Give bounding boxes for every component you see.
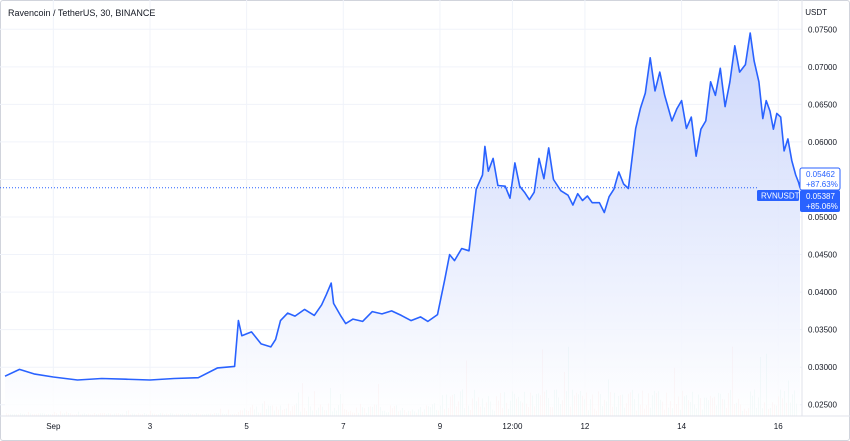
last-price-badge: 0.05462 +87.63% <box>799 167 841 191</box>
symbol-price-value: 0.05387 <box>806 192 835 201</box>
time-tick-label: 12:00 <box>502 422 523 431</box>
price-tick-label: 0.06000 <box>808 138 837 147</box>
time-axis[interactable]: Sep 3 5 7 9 12:00 12 14 16 <box>46 422 783 431</box>
symbol-name: RVNUSDT <box>761 192 800 201</box>
price-tick-label: 0.06500 <box>808 100 837 109</box>
symbol-price-change: +85.06% <box>806 202 838 211</box>
symbol-price-badge: RVNUSDT 0.05387 +85.06% <box>757 190 840 212</box>
last-price-value: 0.05462 <box>806 170 835 179</box>
price-line <box>4 32 801 381</box>
price-axis[interactable]: 0.075000.070000.065000.060000.055000.050… <box>808 25 837 409</box>
time-tick-label: 9 <box>438 422 443 431</box>
price-tick-label: 0.07500 <box>808 25 837 34</box>
price-tick-label: 0.03000 <box>808 363 837 372</box>
price-unit-label: USDT <box>805 8 827 17</box>
price-tick-label: 0.04500 <box>808 251 837 260</box>
time-tick-label: 12 <box>580 422 589 431</box>
price-area-fill <box>5 33 800 416</box>
price-tick-label: 0.04000 <box>808 288 837 297</box>
time-tick-label: 7 <box>341 422 346 431</box>
last-price-change: +87.63% <box>806 180 838 189</box>
time-tick-label: 3 <box>148 422 153 431</box>
price-tick-label: 0.05000 <box>808 213 837 222</box>
time-tick-label: 16 <box>774 422 783 431</box>
price-tick-label: 0.02500 <box>808 401 837 410</box>
price-tick-label: 0.07000 <box>808 63 837 72</box>
pair-title: Ravencoin / TetherUS, 30, BINANCE <box>8 8 156 18</box>
price-tick-label: 0.03500 <box>808 326 837 335</box>
time-tick-label: 5 <box>244 422 249 431</box>
time-tick-label: 14 <box>677 422 686 431</box>
time-tick-label: Sep <box>46 422 61 431</box>
